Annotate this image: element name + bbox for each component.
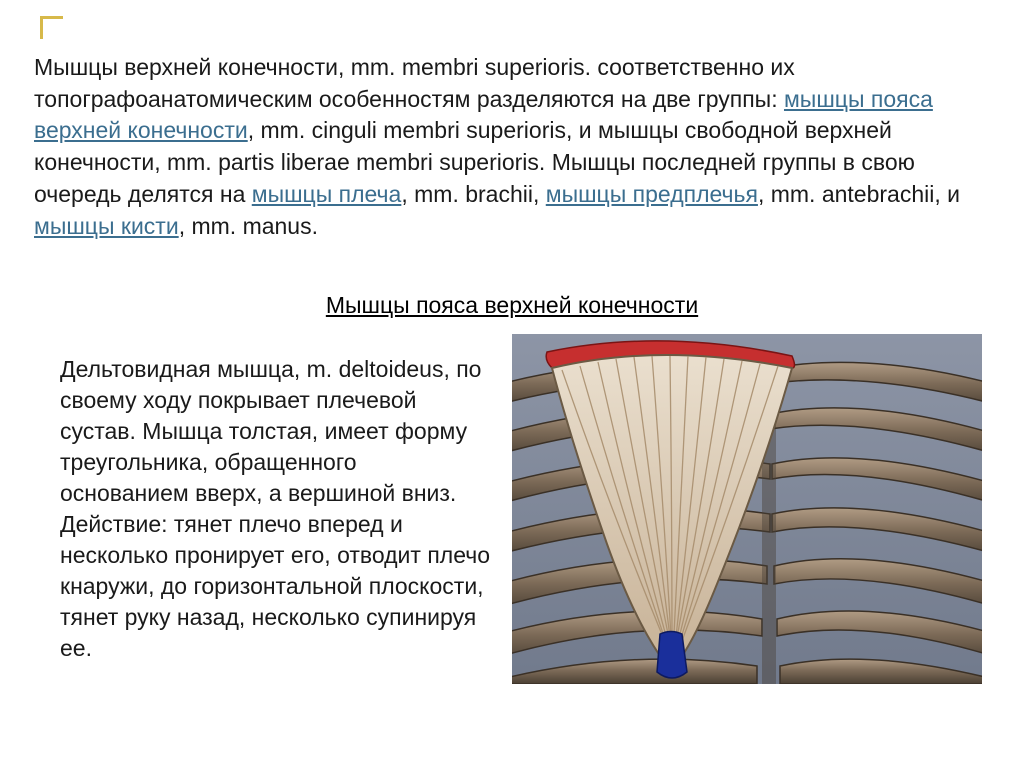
link-arm-muscles[interactable]: мышцы плеча xyxy=(252,181,402,207)
intro-paragraph: Мышцы верхней конечности, mm. membri sup… xyxy=(34,52,990,242)
intro-text-5: , mm. manus. xyxy=(179,213,318,239)
corner-decoration xyxy=(40,16,63,39)
deltoid-paragraph-2: Действие: тянет плечо вперед и несколько… xyxy=(60,511,490,661)
deltoid-svg xyxy=(512,334,982,684)
deltoid-paragraph-1: Дельтовидная мышца, m. deltoideus, по св… xyxy=(60,356,481,506)
link-hand-muscles[interactable]: мышцы кисти xyxy=(34,213,179,239)
intro-text-4: , mm. antebrachii, и xyxy=(758,181,960,207)
deltoid-description: Дельтовидная мышца, m. deltoideus, по св… xyxy=(60,354,490,664)
anatomy-illustration xyxy=(512,334,982,684)
section-subtitle: Мышцы пояса верхней конечности xyxy=(0,292,1024,319)
slide: Мышцы верхней конечности, mm. membri sup… xyxy=(0,0,1024,768)
link-forearm-muscles[interactable]: мышцы предплечья xyxy=(546,181,758,207)
content-row: Дельтовидная мышца, m. deltoideus, по св… xyxy=(60,354,990,684)
tendon-insertion xyxy=(657,632,687,679)
intro-text-3: , mm. brachii, xyxy=(401,181,545,207)
intro-text-1: Мышцы верхней конечности, mm. membri sup… xyxy=(34,54,795,112)
